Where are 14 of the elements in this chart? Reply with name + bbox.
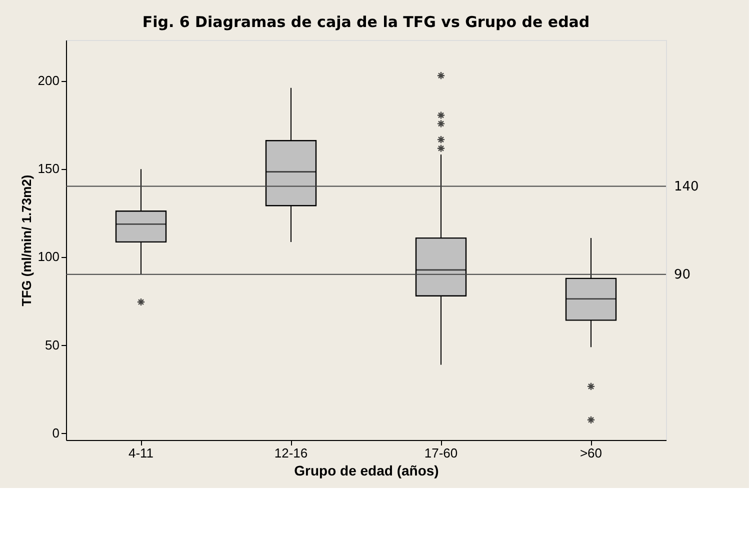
y-tick-label: 100 bbox=[38, 249, 60, 264]
x-tick-label: >60 bbox=[580, 446, 602, 460]
ref-line-label: 140 bbox=[674, 179, 699, 194]
y-tick-label: 200 bbox=[38, 73, 60, 88]
ref-line-label: 90 bbox=[674, 267, 691, 282]
y-tick-label: 150 bbox=[38, 161, 60, 176]
y-tick-label: 0 bbox=[52, 425, 60, 440]
x-tick-label: 17-60 bbox=[424, 446, 458, 460]
x-tick-label: 4-11 bbox=[128, 446, 154, 460]
x-tick-label: 12-16 bbox=[274, 446, 308, 460]
chart-title: Fig. 6 Diagramas de caja de la TFG vs Grupo de edad bbox=[142, 13, 590, 31]
y-axis-title: TFG (ml/min/ 1.73m2) bbox=[18, 174, 34, 306]
y-tick-label: 50 bbox=[45, 337, 60, 352]
x-axis-title: Grupo de edad (años) bbox=[294, 462, 439, 478]
